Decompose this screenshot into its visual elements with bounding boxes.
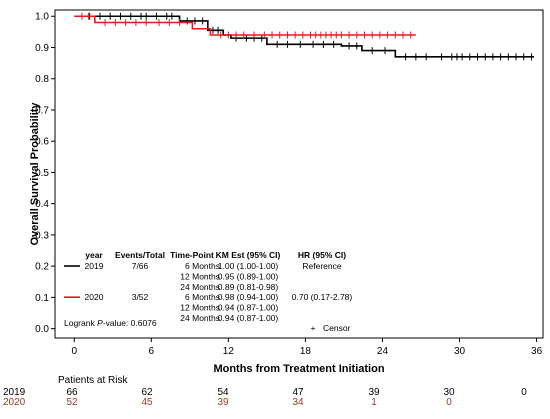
y-tick-label: 0.4 (35, 199, 49, 210)
censor-symbol: + (311, 323, 316, 333)
survival-curve-2020 (74, 15, 416, 36)
legend-header: Time-Point (170, 250, 214, 260)
legend-timepoint: 6 Months (185, 261, 220, 271)
x-tick-label: 0 (71, 346, 77, 357)
y-tick-label: 0.7 (35, 105, 49, 116)
risk-count: 39 (368, 387, 380, 398)
risk-count: 0 (446, 397, 452, 408)
legend-header: year (85, 250, 103, 260)
risk-count: 39 (217, 397, 229, 408)
logrank-p: P (97, 318, 103, 328)
logrank-prefix: Logrank (64, 318, 97, 328)
legend-hr: 0.70 (0.17-2.78) (292, 292, 353, 302)
y-tick-label: 1.0 (35, 12, 49, 23)
legend-km-estimate: 0.89 (0.81-0.98) (218, 282, 279, 292)
legend-km-estimate: 0.94 (0.87-1.00) (218, 303, 279, 313)
legend-km-estimate: 0.98 (0.94-1.00) (218, 292, 279, 302)
x-tick-label: 36 (531, 346, 543, 357)
risk-row-label-2020: 2020 (3, 397, 26, 408)
risk-count: 47 (292, 387, 304, 398)
axes: 0.0 0.1 0.2 0.3 0.4 0.5 0.6 0.7 0.8 0.9 1.0 0 6 12 18 2… (29, 12, 543, 375)
series-layer (74, 12, 535, 61)
x-tick-label: 6 (149, 346, 155, 357)
x-tick-label: 24 (377, 346, 389, 357)
y-tick-label: 0.9 (35, 43, 49, 54)
y-tick-label: 0.5 (35, 168, 49, 179)
legend-km-estimate: 1.00 (1.00-1.00) (218, 261, 279, 271)
y-tick-label: 0.0 (35, 324, 49, 335)
series-2019 (74, 12, 535, 61)
x-tick-label: 12 (223, 346, 235, 357)
risk-table-title: Patients at Risk (58, 375, 128, 386)
legend-table: year Events/Total Time-Point KM Est (95% CI… (64, 250, 352, 333)
plot-frame (54, 9, 544, 339)
legend-km-estimate: 0.94 (0.87-1.00) (218, 313, 279, 323)
legend-hr: Reference (302, 261, 341, 271)
risk-count: 30 (443, 387, 455, 398)
legend-year: 2020 (85, 292, 104, 302)
legend-year: 2019 (85, 261, 104, 271)
logrank-value: -value: 0.6076 (103, 318, 157, 328)
y-tick-label: 0.3 (35, 230, 49, 241)
legend-header: HR (95% CI) (298, 250, 346, 260)
risk-row-label-2019: 2019 (3, 387, 26, 398)
x-axis-label: Months from Treatment Initiation (213, 363, 384, 375)
risk-count: 54 (217, 387, 229, 398)
y-tick-label: 0.2 (35, 262, 49, 273)
risk-count: 34 (292, 397, 304, 408)
risk-count: 52 (66, 397, 78, 408)
series-2020 (74, 12, 416, 39)
x-tick-label: 30 (454, 346, 466, 357)
legend-events: 7/66 (132, 261, 149, 271)
y-axis-label: Overall Survival Probability (29, 102, 41, 246)
legend-header: Events/Total (115, 250, 165, 260)
logrank-text: Logrank P-value: 0.6076 (64, 318, 157, 328)
legend-km-estimate: 0.95 (0.89-1.00) (218, 271, 279, 281)
legend-timepoint: 24 Months (180, 313, 220, 323)
risk-count: 66 (66, 387, 78, 398)
x-tick-label: 18 (300, 346, 312, 357)
y-tick-label: 0.6 (35, 137, 49, 148)
plot-area (54, 9, 544, 339)
risk-count: 0 (521, 387, 527, 398)
y-tick-label: 0.1 (35, 293, 49, 304)
legend-timepoint: 12 Months (180, 271, 220, 281)
risk-count: 45 (141, 397, 153, 408)
legend-timepoint: 12 Months (180, 303, 220, 313)
y-tick-label: 0.8 (35, 74, 49, 85)
risk-count: 1 (371, 397, 377, 408)
legend-timepoint: 6 Months (185, 292, 220, 302)
legend-events: 3/52 (132, 292, 149, 302)
censor-label: Censor (323, 323, 351, 333)
legend-timepoint: 24 Months (180, 282, 220, 292)
legend-header: KM Est (95% CI) (216, 250, 281, 260)
risk-count: 62 (141, 387, 153, 398)
